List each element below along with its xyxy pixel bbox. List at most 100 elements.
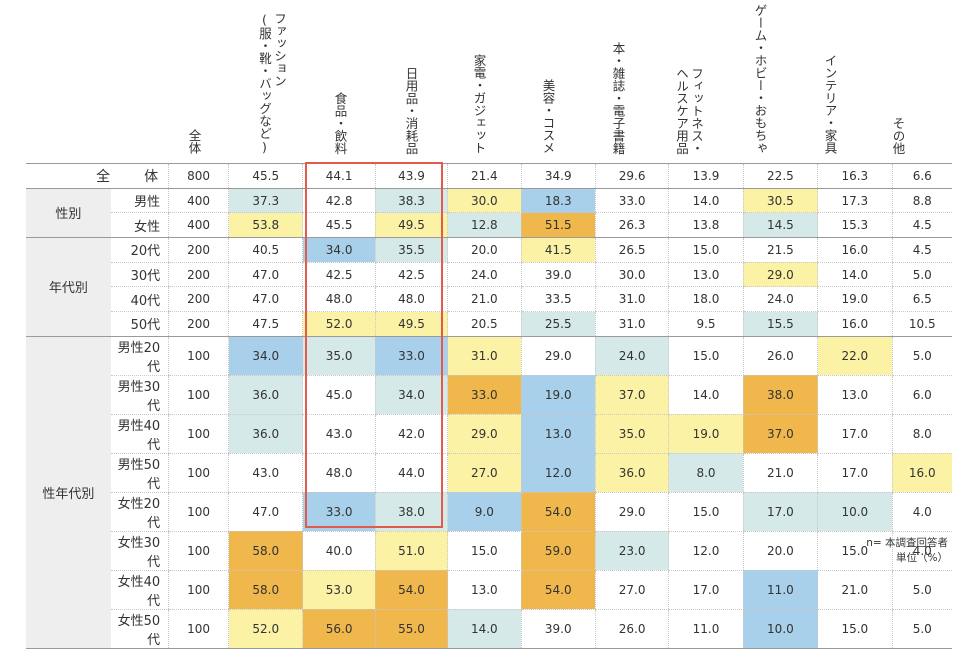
value-cell: 33.0 (374, 336, 448, 376)
column-header: 本・雑誌・電子書籍 (610, 41, 626, 155)
value-cell: 17.0 (742, 492, 818, 532)
value-cell: 17.0 (817, 414, 893, 454)
value-cell: 51.0 (374, 531, 448, 571)
sample-size-cell: 100 (168, 336, 229, 376)
value-cell: 30.0 (594, 262, 669, 288)
value-cell: 14.0 (447, 609, 522, 649)
value-cell: 56.0 (302, 609, 376, 649)
value-cell: 43.9 (374, 163, 448, 189)
table-row: 男性30代 100 36.0 45.0 34.0 33.0 19.0 37.0 14.0 38.0… (26, 375, 952, 415)
value-cell: 22.5 (742, 163, 818, 189)
row-label: 30代 (110, 262, 169, 288)
value-cell: 48.0 (374, 286, 448, 313)
row-label: 20代 (110, 237, 169, 263)
value-cell: 19.0 (817, 286, 893, 313)
value-cell: 14.0 (668, 375, 744, 415)
value-cell: 42.5 (374, 262, 448, 288)
value-cell: 24.0 (742, 286, 818, 313)
value-cell: 35.0 (594, 414, 669, 454)
row-label: 女性20代 (110, 492, 169, 532)
value-cell: 31.0 (594, 311, 669, 337)
value-cell: 39.0 (520, 262, 596, 288)
value-cell: 43.0 (302, 414, 376, 454)
value-cell: 15.0 (817, 531, 893, 571)
value-cell: 39.0 (520, 609, 596, 649)
value-cell: 17.0 (668, 570, 744, 610)
value-cell: 49.5 (374, 212, 448, 239)
table-row: 30代 200 47.0 42.5 42.5 24.0 39.0 30.0 13.0 29.0 14… (26, 262, 952, 288)
value-cell: 42.5 (302, 262, 376, 288)
value-cell: 9.0 (447, 492, 522, 532)
value-cell: 58.0 (228, 531, 303, 571)
sample-size-cell: 100 (168, 453, 229, 493)
value-cell: 35.5 (374, 237, 448, 263)
value-cell: 12.8 (447, 212, 522, 239)
sample-size-cell: 100 (168, 570, 229, 610)
value-cell: 33.0 (302, 492, 376, 532)
value-cell: 58.0 (228, 570, 303, 610)
value-cell: 11.0 (668, 609, 744, 649)
sample-size-cell: 800 (168, 163, 229, 189)
value-cell: 33.0 (447, 375, 522, 415)
value-cell: 15.0 (817, 609, 893, 649)
row-label: 女性30代 (110, 531, 169, 571)
value-cell: 30.0 (447, 188, 522, 214)
value-cell: 51.5 (520, 212, 596, 239)
value-cell: 4.5 (891, 237, 952, 263)
row-label: 女性50代 (110, 609, 169, 649)
value-cell: 21.5 (742, 237, 818, 263)
value-cell: 20.5 (447, 311, 522, 337)
value-cell: 25.5 (520, 311, 596, 337)
row-label: 50代 (110, 311, 169, 337)
sample-size-cell: 400 (168, 212, 229, 239)
value-cell: 53.0 (302, 570, 376, 610)
footnote-respondents: n= 本調査回答者 (866, 537, 948, 549)
value-cell: 13.9 (668, 163, 744, 189)
value-cell: 38.0 (742, 375, 818, 415)
column-header: ゲーム・ホビー・おもちゃ (752, 4, 768, 154)
value-cell: 13.0 (447, 570, 522, 610)
value-cell: 4.5 (891, 212, 952, 239)
value-cell: 13.8 (668, 212, 744, 239)
table-row: 全 体 800 45.5 44.1 43.9 21.4 34.9 29.6 13.9 22.5 16… (26, 163, 952, 189)
value-cell: 38.3 (374, 188, 448, 214)
table-row: 女性30代 100 58.0 40.0 51.0 15.0 59.0 23.0 12.0 20.0… (26, 531, 952, 571)
value-cell: 29.0 (594, 492, 669, 532)
value-cell: 29.0 (447, 414, 522, 454)
value-cell: 21.0 (742, 453, 818, 493)
value-cell: 52.0 (228, 609, 303, 649)
value-cell: 45.5 (302, 212, 376, 239)
column-headers: 全体 ファッション (服・靴・バッグなど) 食品・飲料 日用品・消耗品 家電・ガジェット… (0, 0, 970, 160)
value-cell: 24.0 (594, 336, 669, 376)
table-row: 性別 男性 400 37.3 42.8 38.3 30.0 18.3 33.0 14.0 30.5 1… (26, 188, 952, 239)
group-label: 年代別 (26, 237, 111, 337)
column-header: 家電・ガジェット (471, 54, 487, 154)
table-row: 女性40代 100 58.0 53.0 54.0 13.0 54.0 27.0 17.0 11.0… (26, 570, 952, 610)
value-cell: 26.5 (594, 237, 669, 263)
column-header: ファッション (服・靴・バッグなど) (257, 11, 287, 155)
group-label: 性別 (26, 188, 111, 239)
sample-size-cell: 200 (168, 286, 229, 313)
value-cell: 10.0 (817, 492, 893, 532)
sample-size-cell: 100 (168, 375, 229, 415)
footnote: n= 本調査回答者 単位（%） (866, 536, 948, 566)
value-cell: 13.0 (668, 262, 744, 288)
sample-size-cell: 100 (168, 531, 229, 571)
value-cell: 5.0 (891, 609, 952, 649)
value-cell: 19.0 (520, 375, 596, 415)
sample-size-cell: 400 (168, 188, 229, 214)
value-cell: 47.0 (228, 286, 303, 313)
value-cell: 26.0 (594, 609, 669, 649)
value-cell: 8.0 (891, 414, 952, 454)
row-label: 男性30代 (110, 375, 169, 415)
table-row: 女性 400 53.8 45.5 49.5 12.8 51.5 26.3 13.8 14.5 15.… (26, 212, 952, 239)
value-cell: 10.5 (891, 311, 952, 337)
column-header: 日用品・消耗品 (403, 66, 419, 155)
row-label: 男性50代 (110, 453, 169, 493)
value-cell: 16.3 (817, 163, 893, 189)
column-header: 美容・コスメ (540, 79, 556, 154)
value-cell: 21.4 (447, 163, 522, 189)
row-label: 男性 (110, 188, 169, 214)
value-cell: 16.0 (891, 453, 952, 493)
value-cell: 15.0 (447, 531, 522, 571)
